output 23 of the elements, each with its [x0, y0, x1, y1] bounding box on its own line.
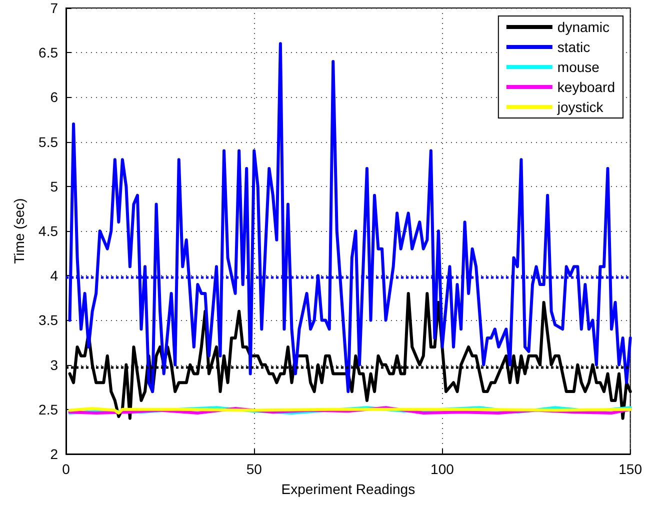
y-tick-label: 2.5 — [38, 401, 58, 418]
y-tick-label: 2 — [50, 446, 58, 462]
x-axis-title: Experiment Readings — [281, 481, 416, 497]
x-tick-label: 0 — [62, 461, 70, 477]
y-tick-label: 4.5 — [38, 223, 58, 239]
y-axis-title: Time (sec) — [11, 198, 27, 264]
y-tick-label: 7 — [50, 0, 58, 16]
y-tick-label: 6.5 — [38, 44, 58, 61]
y-tick-label: 3.5 — [38, 312, 58, 328]
legend-label: keyboard — [557, 79, 615, 95]
legend-label: joystick — [556, 99, 604, 115]
x-tick-label: 50 — [246, 461, 262, 477]
y-tick-label: 4 — [50, 268, 58, 284]
y-tick-label: 5.5 — [38, 134, 58, 150]
y-tick-label: 5 — [50, 178, 58, 194]
legend-label: dynamic — [557, 19, 610, 35]
x-tick-label: 150 — [618, 461, 642, 477]
y-tick-label: 6 — [50, 89, 58, 106]
line-series — [68, 42, 632, 394]
legend-label: static — [557, 39, 590, 55]
x-tick-label: 100 — [430, 461, 454, 477]
y-tick-label: 3 — [50, 356, 58, 373]
legend-label: mouse — [557, 59, 600, 75]
